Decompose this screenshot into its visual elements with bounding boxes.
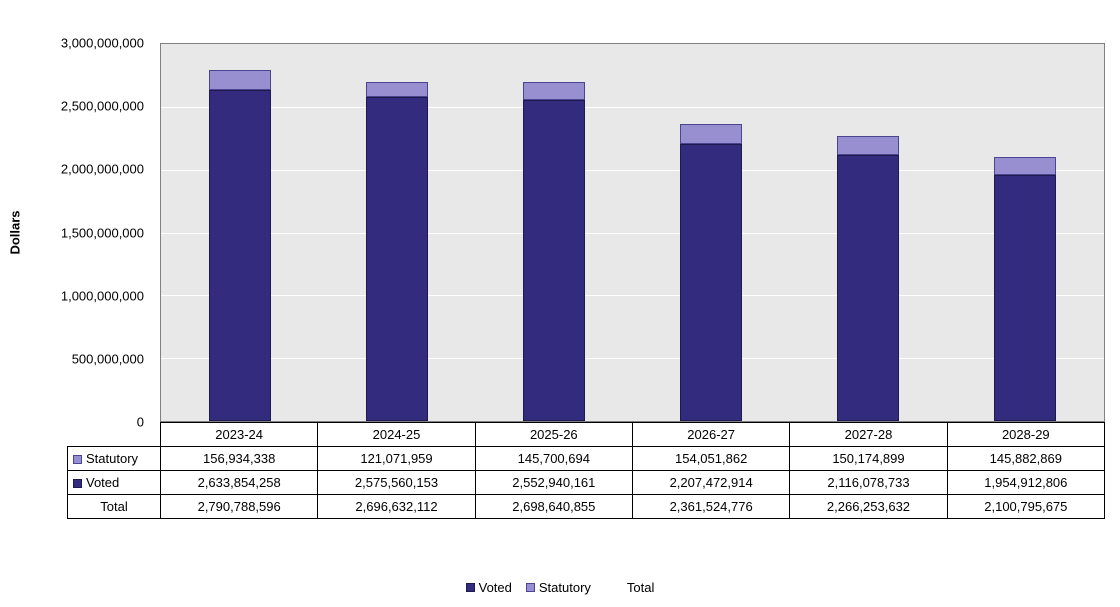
legend-label: Voted	[478, 580, 512, 595]
gridline	[161, 106, 1104, 108]
stacked-bar	[680, 44, 743, 421]
bar-segment-statutory	[680, 124, 743, 144]
table-cell: 1,954,912,806	[946, 470, 1106, 495]
table-cell: 2,552,940,161	[474, 470, 633, 495]
category-header: 2025-26	[474, 422, 633, 447]
table-cell: 121,071,959	[317, 446, 476, 471]
table-cell: 2,266,253,632	[789, 494, 948, 519]
table-row-voted: Voted 2,633,854,258 2,575,560,153 2,552,940…	[67, 470, 1106, 495]
row-label: Total	[67, 494, 161, 519]
table-row-statutory: Statutory 156,934,338 121,071,959 145,700,6…	[67, 446, 1106, 471]
bar-column-2025-26	[475, 44, 632, 421]
category-header: 2027-28	[789, 422, 948, 447]
stacked-bar	[837, 44, 900, 421]
plot-area	[160, 43, 1105, 422]
category-header: 2026-27	[631, 422, 791, 447]
bar-segment-voted	[837, 155, 900, 421]
legend-label: Statutory	[538, 580, 591, 595]
bar-segment-statutory	[365, 82, 428, 98]
bar-segment-statutory	[522, 81, 585, 101]
table-cell: 154,051,862	[631, 446, 791, 471]
bar-segment-voted	[208, 90, 271, 421]
stacked-bar	[994, 44, 1057, 421]
y-axis-labels: 0 500,000,000 1,000,000,000 1,500,000,000 2,…	[0, 36, 152, 430]
table-cell: 2,633,854,258	[159, 470, 319, 495]
table-cell: 156,934,338	[159, 446, 319, 471]
table-cell: 2,207,472,914	[631, 470, 791, 495]
gridline	[161, 232, 1104, 234]
bar-segment-voted	[365, 97, 428, 421]
y-tick-label: 2,000,000,000	[60, 161, 144, 177]
legend-swatch-icon	[465, 583, 475, 592]
bar-column-2027-28	[790, 44, 947, 421]
legend-key-icon	[73, 479, 82, 488]
legend-label: Total	[626, 580, 655, 595]
bar-segment-statutory	[837, 136, 900, 156]
table-cell: 2,698,640,855	[474, 494, 633, 519]
bar-column-2026-27	[633, 44, 790, 421]
category-header: 2023-24	[159, 422, 319, 447]
bar-segment-voted	[680, 143, 743, 421]
bar-segment-voted	[522, 100, 585, 421]
table-cell: 150,174,899	[789, 446, 948, 471]
y-tick-label: 2,500,000,000	[60, 98, 144, 114]
table-cell: 145,700,694	[474, 446, 633, 471]
bar-segment-statutory	[208, 70, 271, 91]
category-header: 2028-29	[946, 422, 1106, 447]
table-cell: 2,361,524,776	[631, 494, 791, 519]
y-tick-label: 3,000,000,000	[60, 35, 144, 51]
table-cell: 2,116,078,733	[789, 470, 948, 495]
stacked-bar	[365, 44, 428, 421]
table-row-total: Total 2,790,788,596 2,696,632,112 2,698,640…	[67, 494, 1106, 519]
bar-segment-statutory	[994, 157, 1057, 176]
stacked-bar	[522, 44, 585, 421]
legend-item-total: Total	[627, 580, 654, 595]
table-header-row: 2023-24 2024-25 2025-26 2026-27 2027-28 2028-…	[68, 422, 1106, 447]
table-corner	[68, 423, 161, 447]
data-table: 2023-24 2024-25 2025-26 2026-27 2027-28 2028-…	[67, 422, 1106, 519]
category-header: 2024-25	[317, 422, 476, 447]
gridline	[161, 169, 1104, 171]
legend-swatch-icon	[525, 583, 535, 592]
y-tick-label: 1,000,000,000	[60, 288, 144, 304]
table-cell: 2,790,788,596	[159, 494, 319, 519]
legend-key-icon	[73, 455, 82, 464]
y-tick-label: 1,500,000,000	[60, 225, 144, 240]
table-cell: 2,575,560,153	[317, 470, 476, 495]
table-cell: 2,100,795,675	[946, 494, 1106, 519]
legend-item-voted: Voted	[465, 580, 512, 595]
bar-column-2028-29	[947, 44, 1104, 421]
gridline	[161, 358, 1104, 360]
row-label: Voted	[67, 470, 161, 495]
y-tick-label: 500,000,000	[71, 351, 144, 367]
bar-column-2023-24	[161, 44, 318, 421]
legend-item-statutory: Statutory	[525, 580, 591, 595]
bar-column-2024-25	[318, 44, 475, 421]
bar-segment-voted	[994, 175, 1057, 421]
stacked-bar	[208, 44, 271, 421]
chart-legend: Voted Statutory Total	[0, 580, 1120, 595]
y-tick-label: 0	[136, 414, 144, 430]
table-cell: 145,882,869	[946, 446, 1106, 471]
gridline	[161, 295, 1104, 297]
row-label: Statutory	[67, 446, 161, 471]
table-cell: 2,696,632,112	[317, 494, 476, 519]
